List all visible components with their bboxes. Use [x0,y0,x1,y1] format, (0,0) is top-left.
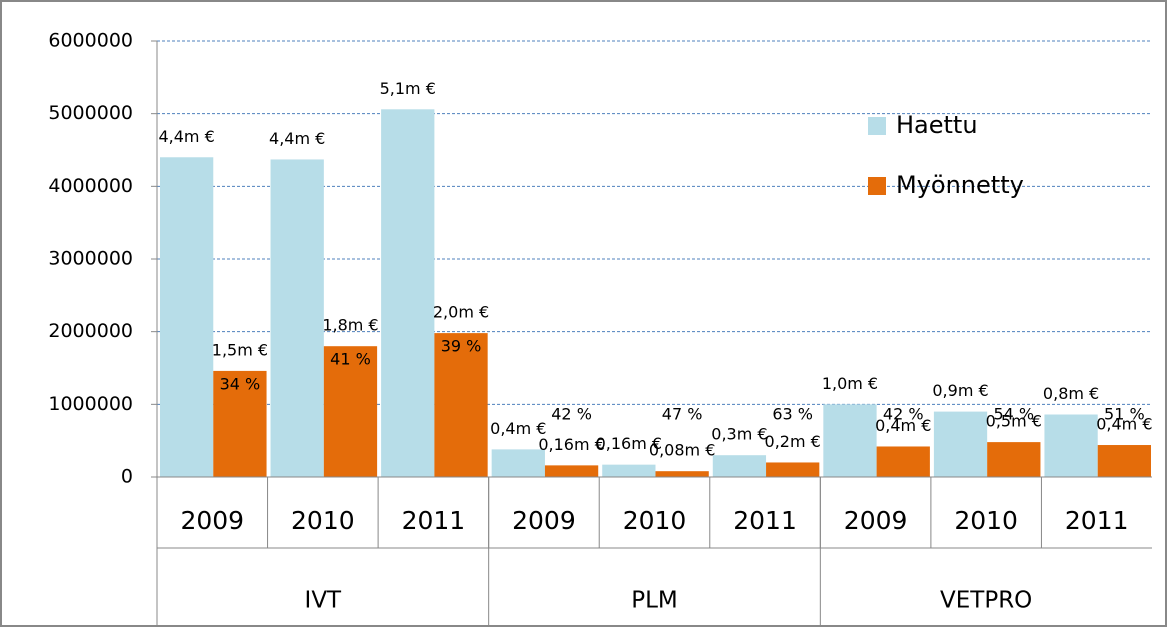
bar [1097,445,1151,477]
percent-label: 41 % [330,350,371,369]
value-label: 0,4m € [1096,415,1152,434]
bar [434,333,488,477]
bar [270,159,324,478]
percent-label: 63 % [772,405,813,424]
value-label: 0,16m € [538,435,604,454]
group-label: IVT [305,588,343,614]
y-tick-label: 5000000 [48,102,133,124]
bar [933,411,988,477]
percent-label: 42 % [883,405,924,424]
value-label: 4,4m € [158,127,214,146]
x-tick-label: 2011 [733,506,797,535]
value-label: 4,4m € [269,129,325,148]
bar [766,462,820,477]
legend-swatch [868,177,886,195]
percent-label: 47 % [662,405,703,424]
legend-swatch [868,117,886,135]
bar [544,465,599,477]
bar [987,442,1041,477]
legend-label: Myönnetty [896,171,1024,199]
value-label: 0,16m € [596,434,662,453]
bar [323,346,378,477]
value-label: 0,9m € [932,381,988,400]
x-tick-label: 2011 [402,506,466,535]
value-label: 0,3m € [711,425,767,444]
y-tick-label: 0 [121,466,133,488]
bar [602,464,656,477]
x-tick-label: 2010 [623,506,687,535]
bar [876,446,930,477]
value-label: 0,8m € [1043,384,1099,403]
percent-label: 54 % [993,405,1034,424]
value-label: 1,8m € [322,316,378,335]
percent-label: 42 % [551,405,592,424]
bar [1044,414,1098,477]
percent-label: 34 % [220,374,261,393]
bar [823,404,877,477]
x-tick-label: 2009 [180,506,244,535]
value-label: 0,2m € [765,432,821,451]
group-label: PLM [631,588,678,614]
percent-label: 39 % [441,337,482,356]
bar [655,471,709,477]
y-tick-label: 6000000 [48,30,133,52]
group-label: VETPRO [940,588,1032,614]
bar [381,109,435,477]
x-tick-label: 2010 [291,506,355,535]
x-tick-label: 2009 [512,506,576,535]
y-tick-label: 2000000 [48,320,133,342]
value-label: 1,5m € [212,340,268,359]
legend-label: Haettu [896,111,978,139]
bar [213,370,267,477]
x-tick-label: 2009 [844,506,908,535]
bar [491,449,545,477]
percent-label: 51 % [1104,405,1145,424]
value-label: 0,4m € [875,416,931,435]
x-tick-label: 2011 [1065,506,1129,535]
y-tick-label: 1000000 [48,393,133,415]
value-label: 2,0m € [433,303,489,322]
value-label: 5,1m € [380,79,436,98]
y-tick-label: 4000000 [48,175,133,197]
value-label: 0,08m € [649,441,715,460]
bar [712,455,767,477]
value-label: 1,0m € [822,374,878,393]
y-tick-label: 3000000 [48,248,133,270]
value-label: 0,5m € [986,412,1042,431]
bar [160,157,214,477]
value-label: 0,4m € [490,419,546,438]
x-tick-label: 2010 [954,506,1018,535]
